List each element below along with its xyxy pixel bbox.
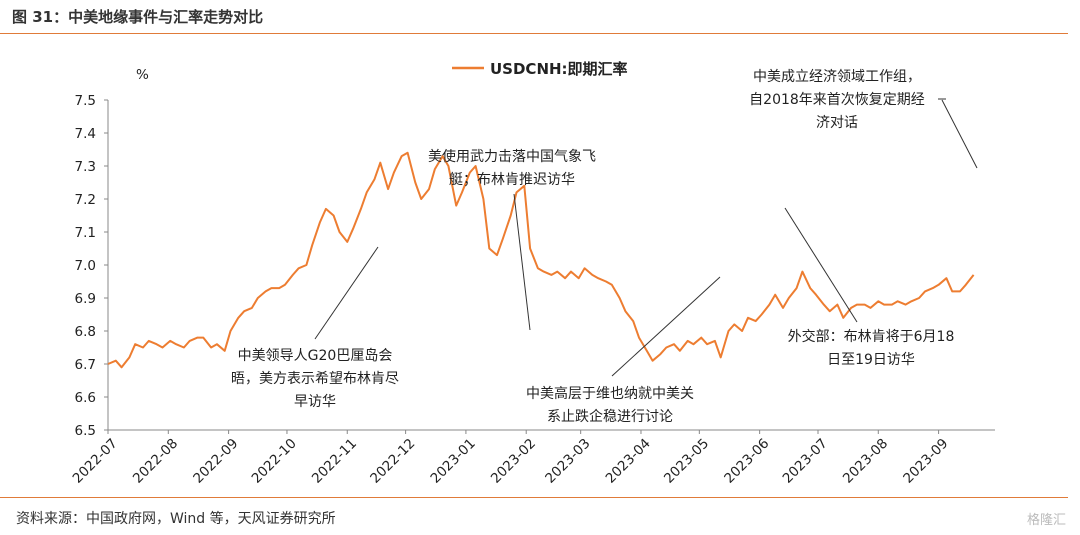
annotation-text: 早访华 [294,394,336,410]
x-tick-label: 2023-09 [900,436,951,487]
y-tick-label: 7.1 [75,225,96,241]
x-tick-label: 2023-06 [721,436,772,487]
y-tick-label: 7.0 [75,258,96,274]
y-tick-label: 7.4 [75,126,96,142]
y-tick-label: 7.3 [75,159,96,175]
x-tick-label: 2022-11 [309,436,360,487]
x-tick-label: 2023-02 [488,436,539,487]
annotation-text: 中美成立经济领域工作组， [753,69,921,85]
x-tick-label: 2022-09 [190,436,241,487]
x-tick-label: 2023-07 [780,436,831,487]
y-tick-label: 7.5 [75,93,96,109]
title-divider [0,33,1068,34]
annotation-text: 日至19日访华 [827,352,915,368]
annotation-leader [784,207,858,323]
annotation-text: 艇；布林肯推迟访华 [449,172,575,188]
y-tick-label: 6.9 [75,291,96,307]
y-tick-label: 6.6 [75,390,96,406]
x-tick-label: 2022-10 [249,436,300,487]
annotation-text: 自2018年来首次恢复定期经 [749,91,925,108]
annotation-leader [611,276,721,377]
x-tick-label: 2022-12 [367,436,418,487]
annotation-leader [314,246,379,340]
annotation-text: 外交部：布林肯将于6月18 [788,328,955,345]
usdcnh-line [107,151,975,369]
y-tick-label: 6.5 [75,423,96,439]
x-tick-label: 2022-08 [130,436,181,487]
x-tick-label: 2022-07 [70,436,121,487]
annotation-text: 中美领导人G20巴厘岛会 [238,348,393,364]
x-tick-label: 2023-01 [428,436,479,487]
watermark-logo: 格隆汇 [1026,513,1066,528]
annotation-leader [513,193,531,331]
y-unit-label: % [136,67,149,83]
legend-label: USDCNH:即期汇率 [490,60,628,78]
x-tick-label: 2023-08 [840,436,891,487]
annotation-leader [941,99,978,169]
y-tick-label: 6.7 [75,357,96,373]
annotation-text: 晤，美方表示希望布林肯尽 [231,371,399,387]
source-divider [0,497,1068,498]
y-tick-label: 6.8 [75,324,96,340]
source-note: 资料来源：中国政府网，Wind 等，天风证券研究所 [16,511,336,527]
annotation-text: 系止跌企稳进行讨论 [547,408,673,425]
y-tick-label: 7.2 [75,192,96,208]
annotation-text: 中美高层于维也纳就中美关 [526,385,694,402]
x-tick-label: 2023-03 [542,436,593,487]
annotation-text: 美使用武力击落中国气象飞 [428,148,596,165]
x-tick-label: 2023-04 [603,436,654,487]
x-tick-label: 2023-05 [661,436,712,487]
figure-title: 图 31：中美地缘事件与汇率走势对比 [12,8,264,26]
annotation-text: 济对话 [816,115,858,131]
